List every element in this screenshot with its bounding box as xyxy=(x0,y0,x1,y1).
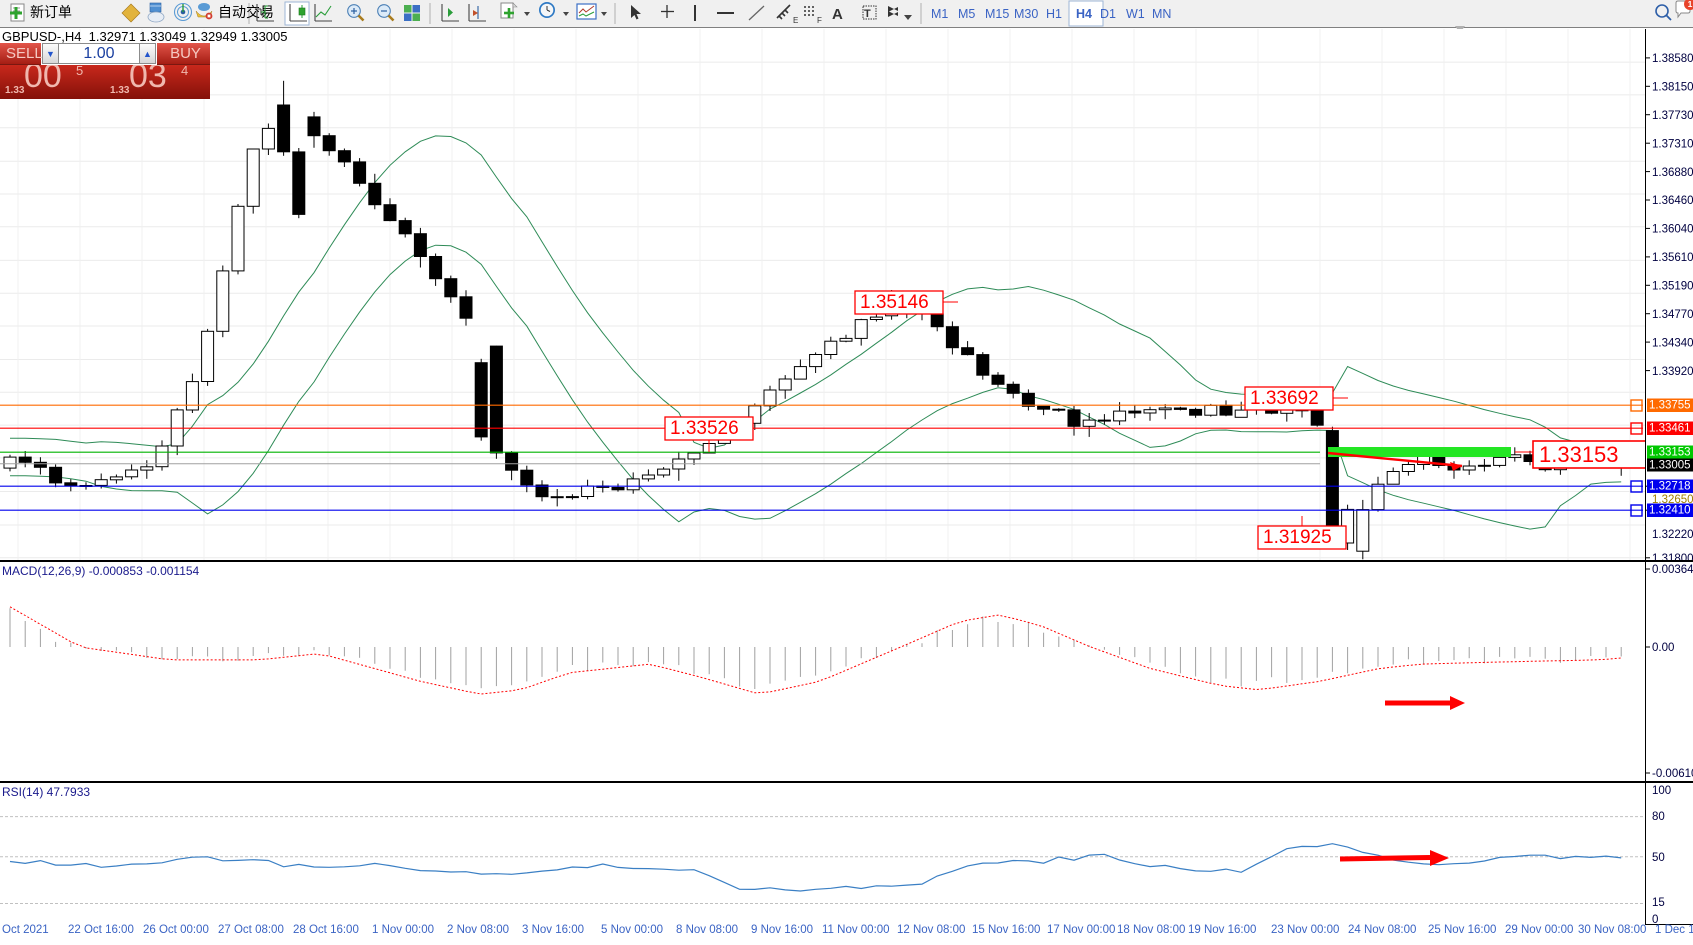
svg-text:M30: M30 xyxy=(1014,7,1038,21)
svg-text:1.35190: 1.35190 xyxy=(1652,281,1693,293)
svg-text:1.33461: 1.33461 xyxy=(1649,423,1691,435)
svg-text:1.37730: 1.37730 xyxy=(1652,110,1693,122)
svg-text:A: A xyxy=(832,6,843,23)
svg-text:E: E xyxy=(793,16,798,25)
svg-text:1.35610: 1.35610 xyxy=(1652,252,1693,264)
svg-text:1.33153: 1.33153 xyxy=(1649,446,1691,458)
svg-text:0.00: 0.00 xyxy=(1652,642,1674,654)
svg-text:1.32718: 1.32718 xyxy=(1649,481,1691,493)
svg-text:0.003641: 0.003641 xyxy=(1652,564,1693,576)
svg-text:1.36460: 1.36460 xyxy=(1652,195,1693,207)
svg-text:D1: D1 xyxy=(1100,7,1116,21)
svg-text:1: 1 xyxy=(1688,0,1693,9)
svg-text:1.33005: 1.33005 xyxy=(1649,459,1691,471)
svg-text:W1: W1 xyxy=(1126,7,1145,21)
svg-text:MN: MN xyxy=(1152,7,1171,21)
svg-text:1.33920: 1.33920 xyxy=(1652,366,1693,378)
svg-text:1.34770: 1.34770 xyxy=(1652,309,1693,321)
svg-text:M5: M5 xyxy=(958,7,975,21)
svg-text:1.36040: 1.36040 xyxy=(1652,224,1693,236)
svg-text:F: F xyxy=(817,16,822,25)
svg-text:1.32220: 1.32220 xyxy=(1652,529,1693,541)
svg-text:15: 15 xyxy=(1652,897,1665,909)
svg-text:1.37310: 1.37310 xyxy=(1652,138,1693,150)
svg-text:-0.006109: -0.006109 xyxy=(1652,768,1693,780)
svg-text:新订单: 新订单 xyxy=(30,4,72,20)
svg-text:H1: H1 xyxy=(1046,7,1062,21)
svg-text:M1: M1 xyxy=(931,7,948,21)
svg-text:1.32410: 1.32410 xyxy=(1649,505,1691,517)
svg-text:100: 100 xyxy=(1652,785,1671,797)
svg-text:1.34340: 1.34340 xyxy=(1652,337,1693,349)
svg-text:H4: H4 xyxy=(1076,7,1092,21)
svg-text:1.33755: 1.33755 xyxy=(1649,400,1691,412)
svg-text:M15: M15 xyxy=(985,7,1009,21)
svg-text:1.38150: 1.38150 xyxy=(1652,82,1693,94)
svg-text:1.36880: 1.36880 xyxy=(1652,167,1693,179)
svg-text:80: 80 xyxy=(1652,811,1665,823)
svg-text:50: 50 xyxy=(1652,852,1665,864)
svg-text:T: T xyxy=(864,8,871,20)
svg-text:1.31800: 1.31800 xyxy=(1652,553,1693,560)
svg-text:1.38580: 1.38580 xyxy=(1652,53,1693,65)
